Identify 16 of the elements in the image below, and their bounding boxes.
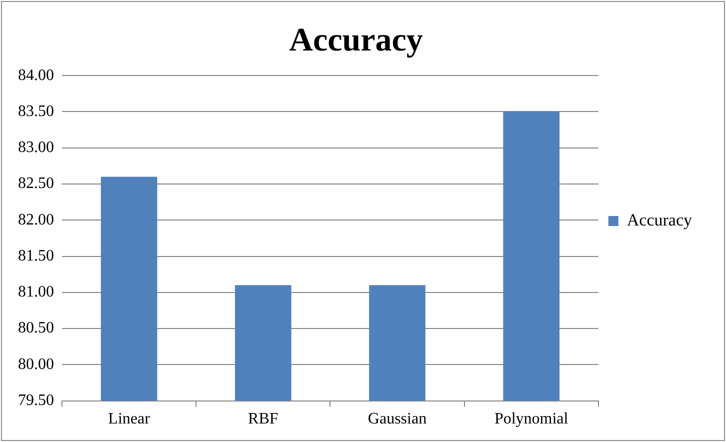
y-tick-label: 80.50 bbox=[18, 320, 54, 337]
chart-title: Accuracy bbox=[289, 22, 424, 58]
y-tick-label: 81.00 bbox=[18, 284, 54, 301]
y-tick-label: 83.50 bbox=[18, 102, 54, 120]
x-tick-label: Linear bbox=[108, 410, 151, 428]
y-tick-label: 79.50 bbox=[18, 392, 54, 410]
x-tick-label: RBF bbox=[248, 410, 278, 428]
y-tick-label: 83.00 bbox=[18, 139, 54, 156]
y-tick-label: 84.00 bbox=[18, 66, 54, 84]
y-tick-label: 80.00 bbox=[18, 356, 54, 373]
y-tick-label: 81.50 bbox=[18, 247, 54, 264]
y-tick-label: 82.50 bbox=[18, 175, 54, 192]
x-tick-label: Polynomial bbox=[494, 410, 569, 428]
legend-label: Accuracy bbox=[626, 210, 692, 230]
y-tick-label: 82.00 bbox=[18, 211, 54, 228]
x-tick-label: Gaussian bbox=[368, 410, 427, 428]
